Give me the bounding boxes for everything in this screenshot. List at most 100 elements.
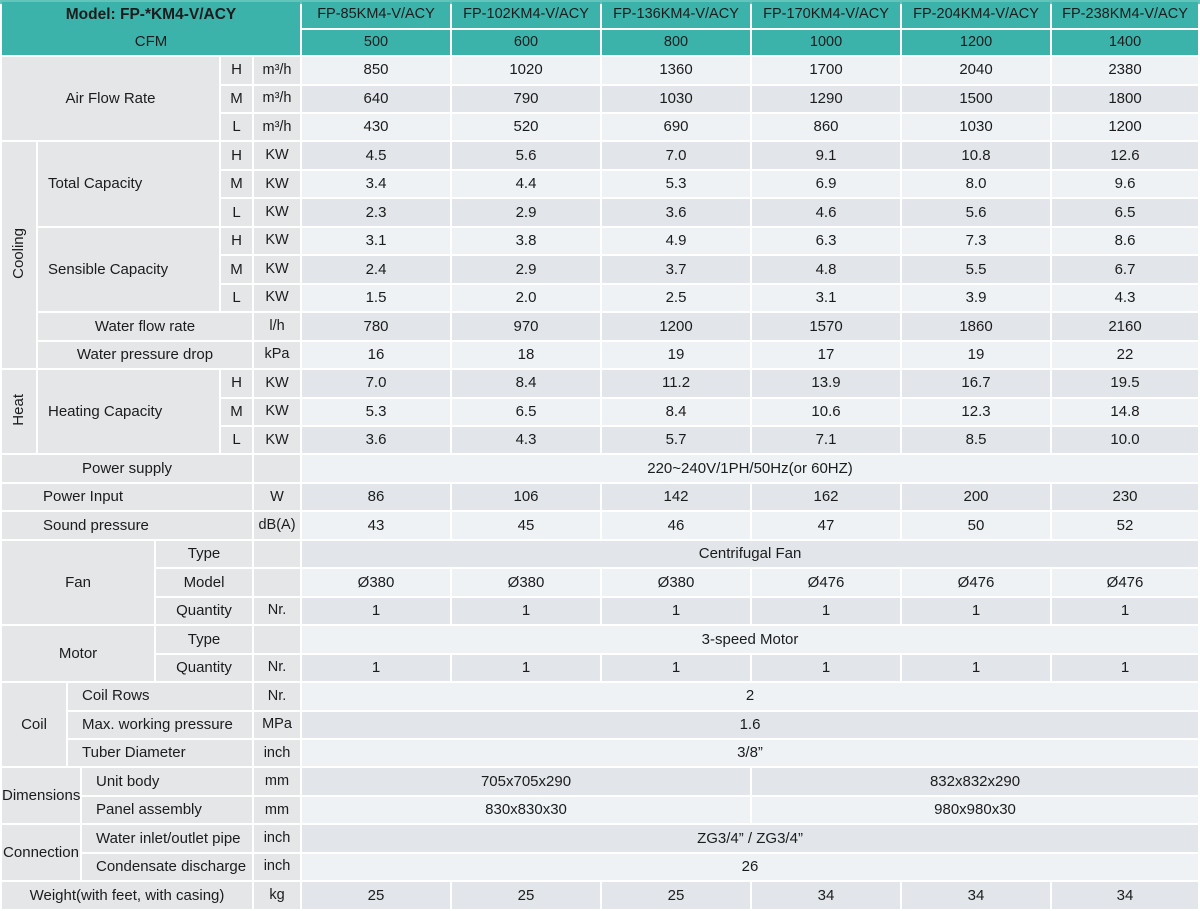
value-unit-body-small: 705x705x290 bbox=[302, 768, 751, 795]
value-cell: 1020 bbox=[452, 57, 601, 84]
unit-label: MPa bbox=[254, 711, 301, 738]
value-tuber-diameter: 3/8” bbox=[302, 740, 1199, 767]
value-cell: 1 bbox=[902, 654, 1051, 682]
value-cell: 4.4 bbox=[452, 170, 601, 198]
table-corner-header: Model: FP-*KM4-V/ACY CFM bbox=[2, 2, 301, 56]
value-cell: 230 bbox=[1052, 483, 1199, 511]
value-cell: 3.1 bbox=[752, 284, 901, 312]
value-cell: 12.3 bbox=[902, 398, 1051, 426]
table-row: Sound pressure dB(A) 43 45 46 47 50 52 bbox=[2, 512, 1199, 539]
value-cell: 162 bbox=[752, 483, 901, 511]
section-label-connection: Connection bbox=[2, 825, 80, 881]
unit-label: Nr. bbox=[254, 683, 301, 710]
row-label-fan-model: Model bbox=[156, 569, 252, 596]
value-cell: 4.3 bbox=[1052, 284, 1199, 312]
value-cell: 3.1 bbox=[302, 227, 451, 255]
table-row: Sensible Capacity H KW 3.1 3.8 4.9 6.3 7.3 8.6 bbox=[2, 227, 1199, 312]
value-cell: 2160 bbox=[1052, 313, 1199, 340]
unit-label: mm bbox=[254, 768, 301, 795]
value-cell: 50 bbox=[902, 512, 1051, 539]
speed-label-m: M bbox=[221, 398, 252, 426]
speed-label-h: H bbox=[221, 142, 252, 169]
table-row: Water flow rate l/h 780 970 1200 1570 1860 2160 bbox=[2, 313, 1199, 340]
value-cell: 1 bbox=[902, 597, 1051, 625]
value-cell: 1 bbox=[752, 597, 901, 625]
value-cell: 19 bbox=[902, 341, 1051, 369]
value-cell: Ø380 bbox=[602, 569, 751, 596]
value-unit-body-large: 832x832x290 bbox=[752, 768, 1199, 795]
table-row: Max. working pressure MPa 1.6 bbox=[2, 711, 1199, 738]
value-cell: 5.5 bbox=[902, 256, 1051, 283]
value-cell: 640 bbox=[302, 85, 451, 113]
value-cell: Ø476 bbox=[752, 569, 901, 596]
table-row: Condensate discharge inch 26 bbox=[2, 853, 1199, 881]
unit-label: Nr. bbox=[254, 654, 301, 682]
unit-label: KW bbox=[254, 427, 301, 454]
speed-label-l: L bbox=[221, 284, 252, 312]
row-label-panel-assembly: Panel assembly bbox=[82, 796, 252, 824]
value-cell: 25 bbox=[602, 882, 751, 909]
value-cell: 1 bbox=[452, 597, 601, 625]
table-row: Weight(with feet, with casing) kg 25 25 25 34… bbox=[2, 882, 1199, 909]
value-cell: 8.0 bbox=[902, 170, 1051, 198]
section-label-coil: Coil bbox=[2, 683, 66, 767]
value-cell: 4.3 bbox=[452, 427, 601, 454]
corner-header-content: Model: FP-*KM4-V/ACY CFM bbox=[2, 2, 300, 55]
row-label-coil-rows: Coil Rows bbox=[68, 683, 252, 710]
cfm-value: 800 bbox=[602, 29, 751, 56]
value-cell: 1 bbox=[302, 654, 451, 682]
value-cell: Ø476 bbox=[902, 569, 1051, 596]
value-cell: 2040 bbox=[902, 57, 1051, 84]
table-row: M KW 2.4 2.9 3.7 4.8 5.5 6.7 bbox=[2, 256, 1199, 283]
value-cell: 6.7 bbox=[1052, 256, 1199, 283]
unit-label: KW bbox=[254, 170, 301, 198]
value-cell: 8.4 bbox=[452, 370, 601, 397]
section-label-fan: Fan bbox=[2, 540, 154, 625]
value-cell: 1570 bbox=[752, 313, 901, 340]
value-cell: 2.3 bbox=[302, 199, 451, 226]
row-label-motor-quantity: Quantity bbox=[156, 654, 252, 682]
row-label-air-flow-rate: Air Flow Rate bbox=[2, 57, 219, 141]
value-cell: 18 bbox=[452, 341, 601, 369]
table-row: L KW 1.5 2.0 2.5 3.1 3.9 4.3 bbox=[2, 284, 1199, 312]
value-cell: 86 bbox=[302, 483, 451, 511]
value-coil-rows: 2 bbox=[302, 683, 1199, 710]
section-label-heat: Heat bbox=[2, 370, 36, 454]
section-label-heat-text: Heat bbox=[10, 394, 28, 426]
cfm-value: 1200 bbox=[902, 29, 1051, 56]
value-cell: 34 bbox=[752, 882, 901, 909]
speed-label-l: L bbox=[221, 427, 252, 454]
value-cell: Ø476 bbox=[1052, 569, 1199, 596]
unit-label: m³/h bbox=[254, 85, 301, 113]
unit-label: inch bbox=[254, 825, 301, 852]
model-series-label: Model: FP-*KM4-V/ACY bbox=[65, 6, 237, 24]
value-cell: 17 bbox=[752, 341, 901, 369]
value-cell: 1 bbox=[602, 654, 751, 682]
table-row: Model: FP-*KM4-V/ACY CFM FP-85KM4-V/ACY FP-… bbox=[2, 2, 1199, 56]
value-cell: 200 bbox=[902, 483, 1051, 511]
value-panel-assembly-small: 830x830x30 bbox=[302, 796, 751, 824]
row-label-fan-quantity: Quantity bbox=[156, 597, 252, 625]
table-row: L KW 2.3 2.9 3.6 4.6 5.6 6.5 bbox=[2, 199, 1199, 226]
section-label-cooling-text: Cooling bbox=[10, 227, 28, 279]
model-column-header: FP-238KM4-V/ACY bbox=[1052, 2, 1199, 28]
unit-label: m³/h bbox=[254, 114, 301, 141]
table-row: Quantity Nr. 1 1 1 1 1 1 bbox=[2, 597, 1199, 625]
value-cell: 520 bbox=[452, 114, 601, 141]
value-cell: 7.1 bbox=[752, 427, 901, 454]
table-row: Water pressure drop kPa 16 18 19 17 19 22 bbox=[2, 341, 1199, 369]
row-label-condensate-discharge: Condensate discharge bbox=[82, 853, 252, 881]
value-motor-type: 3-speed Motor bbox=[302, 626, 1199, 653]
value-cell: 1360 bbox=[602, 57, 751, 84]
value-cell: 430 bbox=[302, 114, 451, 141]
unit-label-empty bbox=[254, 626, 301, 653]
value-cell: 1030 bbox=[602, 85, 751, 113]
value-cell: 1700 bbox=[752, 57, 901, 84]
value-cell: 10.8 bbox=[902, 142, 1051, 169]
row-label-tuber-diameter: Tuber Diameter bbox=[68, 740, 252, 767]
value-cell: 1 bbox=[1052, 654, 1199, 682]
value-cell: 2.9 bbox=[452, 199, 601, 226]
